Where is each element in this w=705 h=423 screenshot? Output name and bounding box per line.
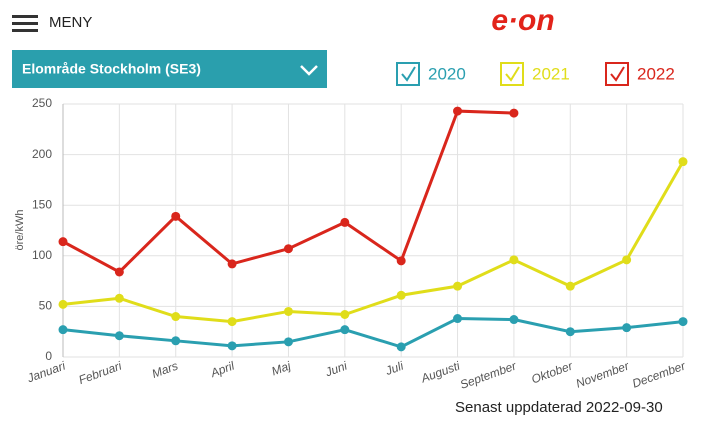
logo[interactable]: e·on (491, 4, 554, 37)
legend-checkbox[interactable] (605, 62, 629, 86)
data-point (340, 325, 350, 335)
data-point (114, 331, 124, 341)
data-point (453, 106, 463, 116)
x-tick-label: Mars (150, 359, 180, 381)
y-tick-label: 100 (32, 248, 52, 262)
data-point (565, 281, 575, 291)
y-axis-label: öre/kWh (14, 210, 26, 251)
data-point (453, 314, 463, 324)
x-tick-label: Augusti (418, 359, 462, 386)
data-point (509, 255, 519, 265)
data-point (453, 281, 463, 291)
data-point (171, 312, 181, 322)
data-point (340, 309, 350, 319)
dropdown-label: Elområde Stockholm (SE3) (22, 61, 201, 77)
menu-bar (12, 22, 38, 25)
menu-label: MENY (49, 14, 92, 31)
legend-label[interactable]: 2021 (532, 64, 570, 83)
menu-bar (12, 15, 38, 18)
y-tick-label: 250 (32, 96, 52, 110)
x-tick-label: September (458, 358, 519, 392)
data-point (565, 327, 575, 337)
y-tick-label: 0 (45, 349, 52, 363)
legend-label[interactable]: 2022 (637, 64, 675, 83)
legend-checkbox[interactable] (396, 62, 420, 86)
menu-bar (12, 29, 38, 32)
dropdown-box (12, 50, 327, 88)
chevron (300, 65, 318, 76)
y-tick-label: 150 (32, 197, 52, 211)
data-point (678, 317, 688, 327)
data-point (396, 290, 406, 300)
data-point (509, 315, 519, 325)
x-tick-label: April (208, 359, 237, 381)
data-point (171, 211, 181, 221)
x-tick-label: December (630, 358, 688, 390)
data-point (622, 323, 632, 333)
region-dropdown[interactable]: Elområde Stockholm (SE3) (12, 50, 327, 88)
data-point (283, 244, 293, 254)
data-point (396, 256, 406, 266)
legend-label[interactable]: 2020 (428, 64, 466, 83)
data-point (171, 336, 181, 346)
series-line (62, 317, 684, 349)
x-tick-label: Februari (77, 359, 124, 388)
data-point (622, 255, 632, 265)
data-point (58, 299, 68, 309)
data-point (509, 108, 519, 118)
y-tick-label: 50 (39, 299, 53, 313)
last-updated: Senast uppdaterad 2022-09-30 (455, 399, 663, 416)
legend-check (505, 66, 520, 82)
legend-check (610, 66, 625, 82)
legend-check (401, 66, 416, 82)
data-point (58, 325, 68, 335)
data-point (340, 217, 350, 227)
data-point (396, 342, 406, 352)
series-line (62, 160, 685, 324)
data-point (227, 259, 237, 269)
data-point (283, 337, 293, 347)
x-tick-label: Juni (323, 359, 350, 380)
legend-checkbox[interactable] (500, 62, 524, 86)
data-point (227, 341, 237, 351)
data-point (283, 306, 293, 316)
x-tick-label: Oktober (529, 358, 575, 386)
y-tick-label: 200 (32, 147, 52, 161)
menu-button[interactable]: MENY (12, 14, 92, 32)
data-point (227, 317, 237, 327)
x-tick-label: November (574, 358, 632, 390)
data-point (114, 267, 124, 277)
data-point (114, 293, 124, 303)
data-point (678, 157, 688, 167)
x-tick-label: Maj (270, 359, 293, 379)
data-point (58, 237, 68, 247)
x-tick-label: Juli (383, 359, 406, 379)
